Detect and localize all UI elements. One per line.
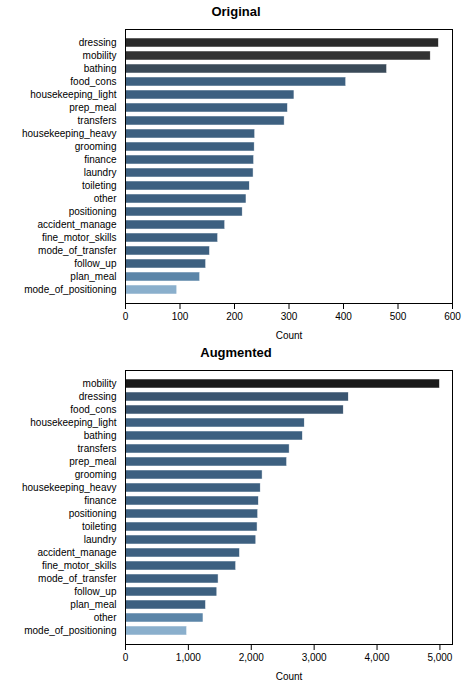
svg-text:1,000: 1,000 [176,652,201,663]
svg-text:housekeeping_light: housekeeping_light [30,89,116,100]
svg-text:laundry: laundry [84,167,117,178]
svg-text:finance: finance [84,154,117,165]
svg-text:mobility: mobility [83,378,117,389]
svg-text:0: 0 [123,652,129,663]
svg-text:grooming: grooming [75,469,117,480]
svg-text:housekeeping_light: housekeeping_light [30,417,116,428]
svg-text:dressing: dressing [79,391,117,402]
svg-text:prep_meal: prep_meal [69,456,116,467]
svg-text:bathing: bathing [84,63,117,74]
svg-text:0: 0 [123,311,129,322]
svg-text:600: 600 [444,311,461,322]
svg-text:Count: Count [276,671,303,682]
svg-text:4,000: 4,000 [365,652,390,663]
svg-text:toileting: toileting [82,180,116,191]
svg-text:fine_motor_skills: fine_motor_skills [42,232,116,243]
svg-text:5,000: 5,000 [427,652,452,663]
svg-text:300: 300 [281,311,298,322]
svg-text:transfers: transfers [78,115,117,126]
svg-text:mode_of_transfer: mode_of_transfer [38,573,117,584]
svg-text:grooming: grooming [75,141,117,152]
svg-text:other: other [94,193,117,204]
svg-text:500: 500 [390,311,407,322]
svg-text:200: 200 [226,311,243,322]
svg-text:transfers: transfers [78,443,117,454]
svg-text:accident_manage: accident_manage [38,219,117,230]
svg-text:100: 100 [172,311,189,322]
svg-text:laundry: laundry [84,534,117,545]
svg-text:positioning: positioning [69,206,117,217]
svg-text:follow_up: follow_up [74,586,117,597]
svg-text:plan_meal: plan_meal [70,599,116,610]
svg-text:3,000: 3,000 [302,652,327,663]
svg-text:mobility: mobility [83,50,117,61]
svg-text:2,000: 2,000 [239,652,264,663]
svg-text:plan_meal: plan_meal [70,271,116,282]
svg-text:fine_motor_skills: fine_motor_skills [42,560,116,571]
svg-text:food_cons: food_cons [70,404,116,415]
svg-text:mode_of_positioning: mode_of_positioning [24,625,116,636]
html-text:Original: Original [211,4,261,19]
svg-text:finance: finance [84,495,117,506]
svg-text:accident_manage: accident_manage [38,547,117,558]
svg-text:food_cons: food_cons [70,76,116,87]
svg-text:400: 400 [335,311,352,322]
svg-text:prep_meal: prep_meal [69,102,116,113]
svg-text:housekeeping_heavy: housekeeping_heavy [22,128,117,139]
svg-text:bathing: bathing [84,430,117,441]
svg-text:follow_up: follow_up [74,258,117,269]
svg-text:positioning: positioning [69,508,117,519]
svg-text:Count: Count [276,330,303,341]
svg-text:mode_of_transfer: mode_of_transfer [38,245,117,256]
svg-text:toileting: toileting [82,521,116,532]
svg-text:dressing: dressing [79,37,117,48]
html-text:Augmented: Augmented [200,345,272,360]
svg-text:other: other [94,612,117,623]
svg-text:mode_of_positioning: mode_of_positioning [24,284,116,295]
svg-text:housekeeping_heavy: housekeeping_heavy [22,482,117,493]
